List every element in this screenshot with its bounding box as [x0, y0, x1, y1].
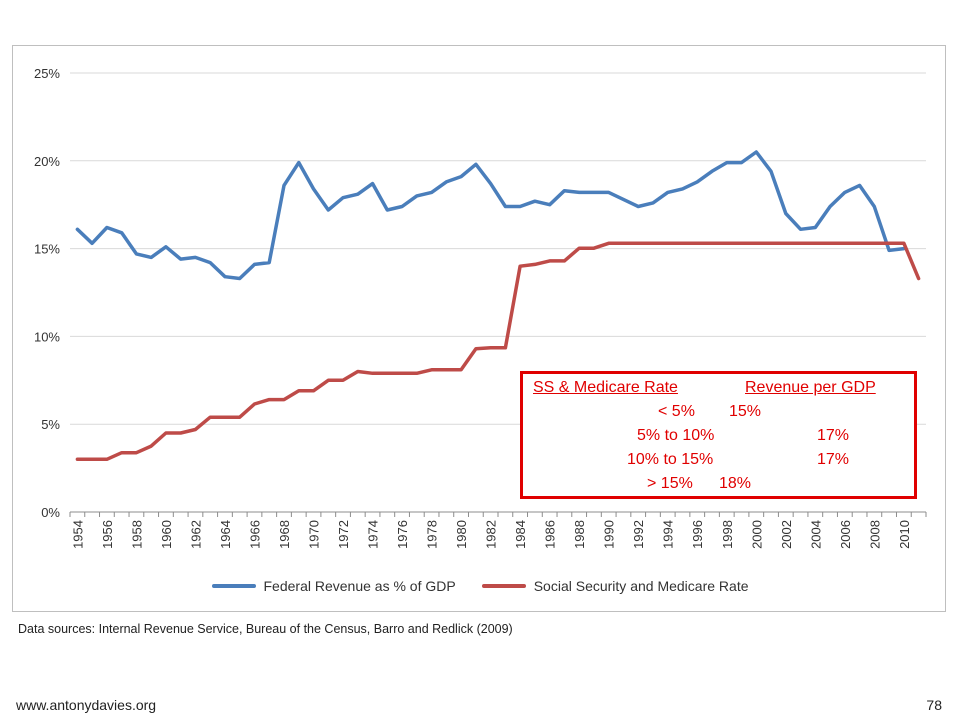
x-tick-label: 1960 — [159, 520, 174, 549]
data-sources-note: Data sources: Internal Revenue Service, … — [18, 622, 513, 636]
x-tick-label: 1962 — [188, 520, 203, 549]
y-tick-label: 5% — [41, 417, 60, 432]
rate-table-row: < 5% 15% — [523, 403, 914, 423]
rate-table-header-revenue: Revenue per GDP — [745, 379, 876, 396]
y-tick-label: 15% — [34, 242, 60, 257]
revenue-cell: 17% — [817, 427, 850, 444]
rate-table-header: SS & Medicare Rate Revenue per GDP — [523, 379, 914, 399]
legend-swatch-ss-medicare — [481, 584, 526, 588]
y-tick-label: 10% — [34, 329, 60, 344]
rate-cell: < 5% — [658, 403, 695, 420]
x-tick-label: 1992 — [631, 520, 646, 549]
x-tick-label: 1966 — [247, 520, 262, 549]
x-tick-label: 1956 — [100, 520, 115, 549]
rate-cell: > 15% — [647, 475, 693, 492]
x-tick-label: 2002 — [779, 520, 794, 549]
y-tick-label: 25% — [34, 66, 60, 81]
x-tick-label: 1968 — [277, 520, 292, 549]
legend-swatch-federal-revenue — [211, 584, 256, 588]
rate-cell: 10% to 15% — [627, 451, 714, 468]
x-tick-label: 1970 — [307, 520, 322, 549]
legend-item-federal-revenue: Federal Revenue as % of GDP — [211, 578, 456, 594]
chart-frame — [12, 45, 946, 612]
revenue-cell: 17% — [817, 451, 850, 468]
line-chart: 0% 5% 10% 15% 20% 25% 1954 1956 1958 1960 1962 1964… — [34, 66, 927, 549]
rate-table-row: 5% to 10% 17% — [523, 427, 914, 447]
rate-table-header-rate: SS & Medicare Rate — [533, 379, 678, 396]
legend-label-ss-medicare: Social Security and Medicare Rate — [533, 578, 749, 594]
rate-table-row: > 15% 18% — [523, 475, 914, 495]
y-tick-label: 20% — [34, 154, 60, 169]
website-url: www.antonydavies.org — [16, 697, 157, 713]
revenue-cell: 15% — [729, 403, 762, 420]
x-tick-label: 1976 — [395, 520, 410, 549]
x-tick-label: 1958 — [129, 520, 144, 549]
legend-label-federal-revenue: Federal Revenue as % of GDP — [263, 578, 456, 594]
x-tick-label: 1990 — [602, 520, 617, 549]
x-tick-label: 1974 — [366, 520, 381, 549]
x-tick-label: 1988 — [572, 520, 587, 549]
rate-revenue-table: SS & Medicare Rate Revenue per GDP < 5% … — [520, 371, 917, 499]
x-tick-label: 1998 — [720, 520, 735, 549]
x-tick-label: 2000 — [749, 520, 764, 549]
x-tick-label: 2008 — [867, 520, 882, 549]
x-tick-label: 1996 — [690, 520, 705, 549]
x-tick-label: 1984 — [513, 520, 528, 549]
x-tick-label: 2006 — [838, 520, 853, 549]
x-tick-label: 2004 — [808, 520, 823, 549]
series-line-federal-revenue — [75, 150, 906, 281]
x-tick-label: 1978 — [425, 520, 440, 549]
y-tick-label: 0% — [41, 505, 60, 520]
x-tick-label: 2010 — [897, 520, 912, 549]
chart-legend: Federal Revenue as % of GDP Social Secur… — [0, 574, 960, 598]
x-tick-label: 1986 — [543, 520, 558, 549]
x-tick-label: 1980 — [454, 520, 469, 549]
x-tick-label: 1954 — [70, 520, 85, 549]
rate-table-row: 10% to 15% 17% — [523, 451, 914, 471]
series-line-ss-medicare-rate — [75, 241, 921, 462]
page-number: 78 — [926, 697, 942, 713]
revenue-cell: 18% — [719, 475, 752, 492]
x-tick-label: 1982 — [484, 520, 499, 549]
rate-cell: 5% to 10% — [637, 427, 715, 444]
x-tick-label: 1994 — [661, 520, 676, 549]
x-tick-label: 1972 — [336, 520, 351, 549]
legend-item-ss-medicare: Social Security and Medicare Rate — [481, 578, 749, 594]
x-tick-label: 1964 — [218, 520, 233, 549]
